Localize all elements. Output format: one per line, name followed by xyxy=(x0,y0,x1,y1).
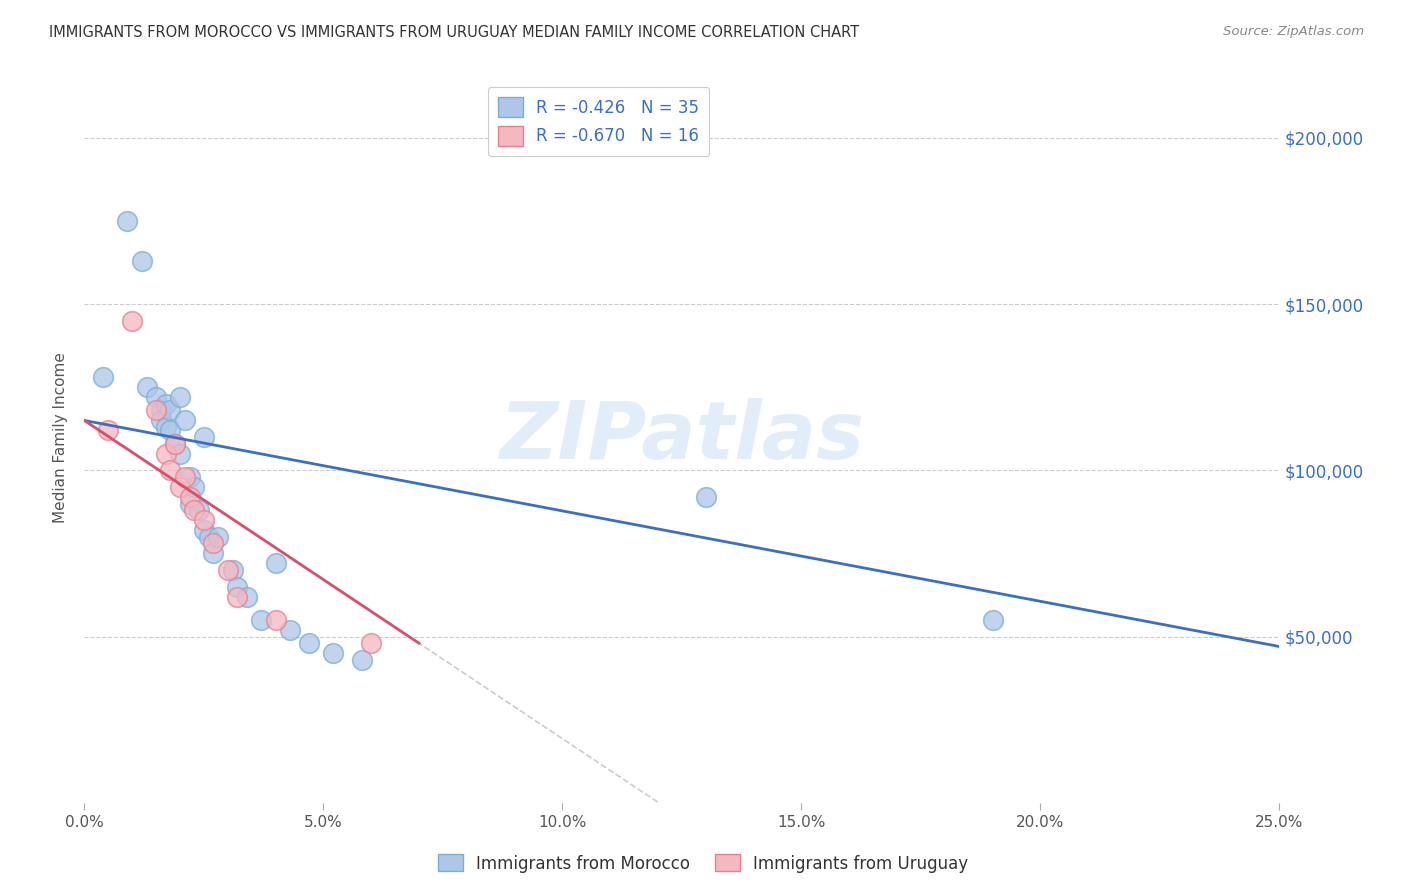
Point xyxy=(155,420,177,434)
Point xyxy=(183,480,205,494)
Point xyxy=(217,563,239,577)
Point xyxy=(165,436,187,450)
Point xyxy=(169,390,191,404)
Text: IMMIGRANTS FROM MOROCCO VS IMMIGRANTS FROM URUGUAY MEDIAN FAMILY INCOME CORRELAT: IMMIGRANTS FROM MOROCCO VS IMMIGRANTS FR… xyxy=(49,25,859,40)
Point xyxy=(165,436,187,450)
Point xyxy=(193,513,215,527)
Point xyxy=(250,613,273,627)
Text: ZIPatlas: ZIPatlas xyxy=(499,398,865,476)
Point xyxy=(145,403,167,417)
Point xyxy=(179,497,201,511)
Point xyxy=(264,557,287,571)
Point xyxy=(149,403,172,417)
Point xyxy=(131,253,153,268)
Point xyxy=(350,653,373,667)
Point xyxy=(173,470,195,484)
Point xyxy=(155,397,177,411)
Point xyxy=(226,590,249,604)
Point xyxy=(169,480,191,494)
Point xyxy=(149,413,172,427)
Point xyxy=(197,530,219,544)
Point xyxy=(360,636,382,650)
Point xyxy=(179,490,201,504)
Text: Source: ZipAtlas.com: Source: ZipAtlas.com xyxy=(1223,25,1364,38)
Point xyxy=(159,463,181,477)
Point xyxy=(236,590,259,604)
Point xyxy=(173,413,195,427)
Point xyxy=(179,470,201,484)
Point xyxy=(93,370,115,384)
Point xyxy=(159,424,181,438)
Point xyxy=(155,447,177,461)
Point xyxy=(695,490,717,504)
Point xyxy=(207,530,229,544)
Point xyxy=(278,623,301,637)
Point xyxy=(202,536,225,550)
Point xyxy=(145,390,167,404)
Point xyxy=(226,580,249,594)
Point xyxy=(202,546,225,560)
Point xyxy=(188,503,211,517)
Point xyxy=(117,214,139,228)
Point xyxy=(981,613,1004,627)
Legend: R = -0.426   N = 35, R = -0.670   N = 16: R = -0.426 N = 35, R = -0.670 N = 16 xyxy=(488,87,709,156)
Point xyxy=(121,314,143,328)
Point xyxy=(135,380,157,394)
Point xyxy=(322,646,344,660)
Point xyxy=(193,523,215,537)
Point xyxy=(298,636,321,650)
Point xyxy=(183,503,205,517)
Y-axis label: Median Family Income: Median Family Income xyxy=(53,351,69,523)
Point xyxy=(159,403,181,417)
Point xyxy=(193,430,215,444)
Point xyxy=(97,424,120,438)
Point xyxy=(264,613,287,627)
Point xyxy=(221,563,243,577)
Legend: Immigrants from Morocco, Immigrants from Uruguay: Immigrants from Morocco, Immigrants from… xyxy=(430,847,976,880)
Point xyxy=(169,447,191,461)
